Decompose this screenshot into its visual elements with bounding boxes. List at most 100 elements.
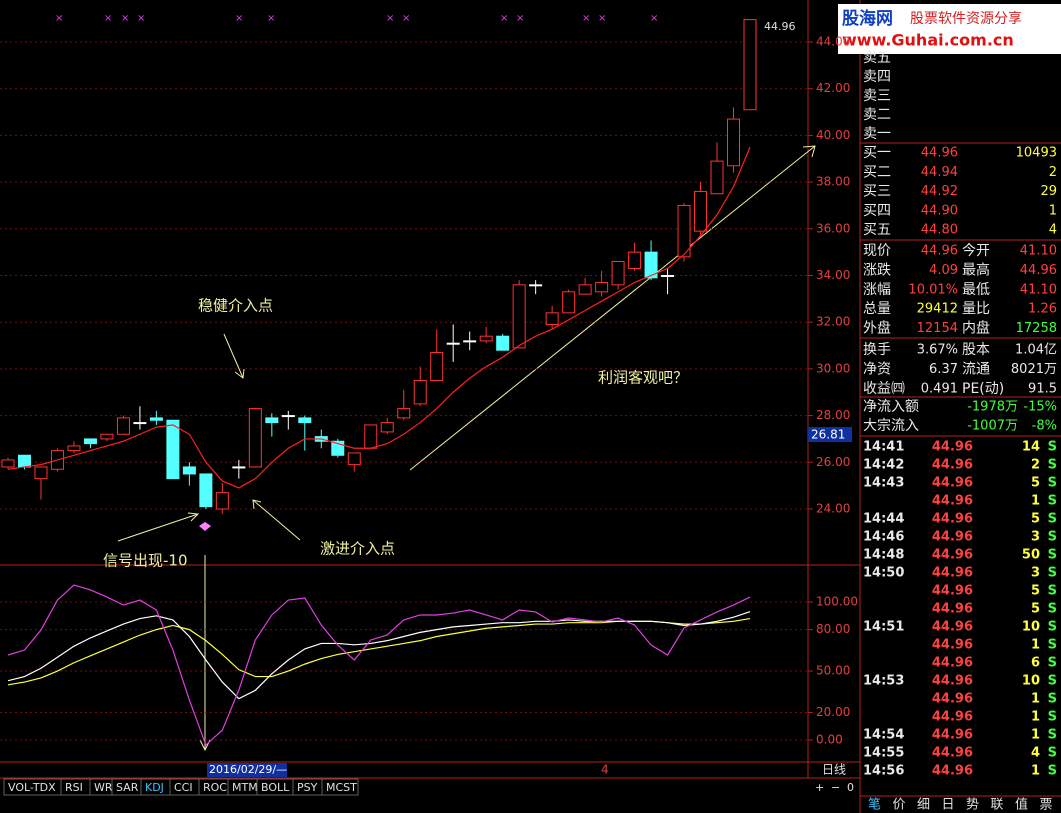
bid-price: 44.90 [921, 203, 958, 218]
ask-label: 卖二 [863, 107, 891, 123]
side-tab[interactable]: 票 [1040, 798, 1053, 813]
quote-label: 涨跌 [863, 262, 891, 278]
capital-ratio: -15% [1023, 400, 1057, 415]
candle-body [100, 433, 114, 440]
indicator-tab[interactable]: SAR [116, 781, 139, 794]
indicator-tab[interactable]: ROC [203, 781, 227, 794]
candle-body [17, 454, 31, 468]
logo-name: 股海网 [842, 8, 893, 29]
candle-body [364, 424, 378, 449]
side-tab[interactable]: 笔 [868, 797, 881, 813]
svg-text:×: × [137, 13, 145, 24]
quote-label: 涨幅 [863, 282, 891, 298]
y-tick-label: 20.00 [816, 705, 850, 719]
quote-label: 最高 [962, 261, 990, 278]
tick-volume: 1 [1031, 692, 1040, 707]
quote-value: 0.491 [921, 381, 958, 396]
candle-body [397, 408, 411, 419]
tick-time: 14:50 [863, 566, 904, 581]
candle-body [446, 342, 460, 345]
candle-body [182, 466, 196, 475]
quote-value: 12154 [917, 321, 958, 336]
tick-price: 44.96 [932, 710, 973, 725]
tick-price: 44.96 [932, 566, 973, 581]
tick-volume: 5 [1031, 584, 1040, 599]
svg-text:×: × [55, 13, 63, 24]
capital-label: 大宗流入 [863, 418, 919, 434]
chart-control[interactable]: + [815, 781, 824, 794]
candle-body [578, 284, 592, 295]
side-tab[interactable]: 价 [893, 798, 906, 813]
svg-text:×: × [104, 13, 112, 24]
side-tab[interactable]: 日 [942, 798, 955, 813]
tick-side: S [1048, 530, 1057, 545]
quote-label: 量比 [962, 301, 990, 317]
tick-volume: 5 [1031, 476, 1040, 491]
tick-volume: 6 [1031, 656, 1040, 671]
indicator-tab[interactable]: BOLL [261, 781, 290, 794]
tick-price: 44.96 [932, 584, 973, 599]
y-tick-label: 36.00 [816, 221, 850, 235]
bid-volume: 4 [1049, 223, 1057, 238]
tick-side: S [1048, 512, 1057, 527]
svg-text:×: × [500, 13, 508, 24]
tick-side: S [1048, 638, 1057, 653]
ask-label: 卖五 [863, 50, 891, 66]
candle-body [562, 291, 576, 314]
tick-volume: 10 [1022, 674, 1040, 689]
indicator-tab[interactable]: RSI [65, 781, 83, 794]
capital-value: -1978万 [967, 400, 1018, 415]
candle-body [265, 417, 279, 424]
quote-label: 收益㈣ [863, 381, 905, 397]
candle-body [248, 408, 262, 468]
chart-control[interactable]: 0 [847, 781, 854, 794]
side-tab[interactable]: 值 [1015, 797, 1028, 813]
y-tick-label: 40.00 [816, 128, 850, 142]
svg-text:×: × [121, 13, 129, 24]
tick-price: 44.96 [932, 728, 973, 743]
candle-body [545, 312, 559, 326]
tick-price: 44.96 [932, 476, 973, 491]
period[interactable]: 日线 [822, 763, 846, 777]
side-tab[interactable]: 势 [966, 797, 979, 813]
quote-label: PE(动) [962, 381, 1004, 397]
tick-volume: 3 [1031, 530, 1040, 545]
tick-time: 14:43 [863, 476, 904, 491]
indicator-tab[interactable]: VOL-TDX [8, 781, 56, 794]
candle-body [628, 251, 642, 269]
signal-diamond [199, 522, 211, 531]
ask-label: 卖一 [863, 126, 891, 142]
candle-body [512, 284, 526, 349]
bid-label: 买二 [863, 164, 891, 180]
indicator-tab[interactable]: MCST [326, 781, 357, 794]
tick-price: 44.96 [932, 458, 973, 473]
tick-side: S [1048, 692, 1057, 707]
candle-body [611, 260, 625, 286]
svg-text:×: × [598, 13, 606, 24]
indicator-tab[interactable]: MTM [232, 781, 258, 794]
candle-body [529, 284, 543, 287]
ask-label: 卖四 [863, 69, 891, 85]
candle-body [298, 417, 312, 424]
indicator-tab[interactable]: WR [94, 781, 113, 794]
bid-volume: 29 [1040, 184, 1057, 199]
tick-volume: 50 [1022, 548, 1040, 563]
indicator-tab[interactable]: PSY [297, 781, 318, 794]
side-tab[interactable]: 细 [917, 798, 930, 813]
indicator-tab[interactable]: KDJ [145, 781, 164, 794]
quote-label: 净资 [863, 361, 891, 377]
annotation: 激进介入点 [320, 540, 395, 558]
candle-body [149, 417, 163, 421]
tick-side: S [1048, 440, 1057, 455]
tick-side: S [1048, 494, 1057, 509]
tick-side: S [1048, 476, 1057, 491]
kdj-d [7, 617, 751, 686]
quote-value: 29412 [917, 302, 958, 317]
chart-control[interactable]: − [831, 781, 840, 794]
indicator-tab[interactable]: CCI [174, 781, 193, 794]
quote-label: 内盘 [962, 320, 990, 337]
y-tick-label: 80.00 [816, 622, 850, 636]
tick-side: S [1048, 728, 1057, 743]
side-tab[interactable]: 联 [991, 798, 1004, 813]
tick-time: 14:53 [863, 674, 904, 689]
